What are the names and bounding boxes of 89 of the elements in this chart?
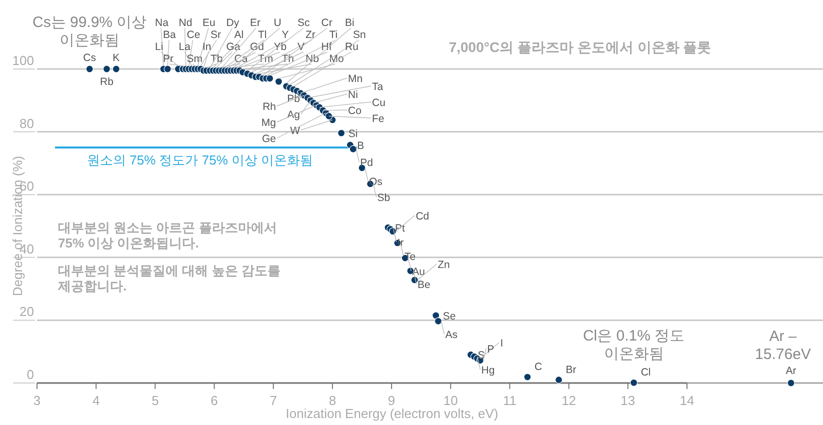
x-tick-label: 10 <box>443 393 458 408</box>
annotation: I <box>500 338 504 350</box>
annotation: Bi <box>345 17 354 29</box>
ref-line-label: 원소의 75% 정도가 75% 이상 이온화됨 <box>87 152 314 168</box>
annotation: B <box>357 140 364 152</box>
annotation: Sc <box>298 17 310 29</box>
annotation: Ge <box>262 133 276 145</box>
annotation: 대부분의 분석물질에 대해 높은 감도를 제공합니다. <box>57 263 280 294</box>
annotation: P <box>487 343 494 356</box>
annotation: Pr <box>163 53 174 65</box>
x-tick-label: 7 <box>270 393 277 408</box>
annotation: Rb <box>100 76 114 88</box>
annotation: Hf <box>321 41 332 53</box>
annotation: Pb <box>287 93 300 105</box>
x-tick-label: 11 <box>502 393 516 408</box>
annotation: Ga <box>226 41 240 53</box>
annotation: 대부분의 원소는 아르곤 플라즈마에서 75% 이상 이온화됩니다. <box>58 220 277 251</box>
annotation: Si <box>348 128 358 140</box>
annotation: Ar – 15.76eV <box>755 328 811 363</box>
annotation: Cr <box>321 17 333 29</box>
annotation: Sr <box>210 29 222 41</box>
annotation: Br <box>566 364 577 376</box>
annotation: Se <box>442 310 456 322</box>
annotation: K <box>112 52 120 64</box>
annotation: Ti <box>329 29 338 41</box>
y-tick-label: 0 <box>26 367 34 382</box>
annotation: Co <box>348 105 362 117</box>
annotation: Sb <box>377 192 390 204</box>
annotation: Ar <box>786 365 797 377</box>
x-tick-label: 12 <box>562 393 576 408</box>
annotation: Ce <box>186 29 200 41</box>
annotation: Tb <box>210 53 223 65</box>
annotation: Gd <box>250 41 264 53</box>
annotation: Dy <box>226 17 240 29</box>
annotation: Er <box>250 17 262 29</box>
y-tick-label: 100 <box>12 53 34 68</box>
x-tick-label: 6 <box>210 393 218 408</box>
annotation: Hg <box>481 364 495 377</box>
annotation: In <box>202 41 212 53</box>
x-tick-label: 9 <box>388 393 396 408</box>
x-tick-label: 14 <box>680 393 694 408</box>
annotation: Ba <box>163 29 176 41</box>
annotation: Cd <box>416 210 430 222</box>
annotation: Y <box>282 29 289 41</box>
annotation: Nd <box>178 17 192 29</box>
x-tick-label: 4 <box>92 393 100 408</box>
annotation: Mg <box>261 117 276 129</box>
annotation: Sm <box>186 53 203 65</box>
annotation: Zn <box>438 259 450 272</box>
annotation: Pt <box>395 222 406 235</box>
annotation: Cs <box>83 52 96 64</box>
annotation: Ni <box>348 89 358 101</box>
annotation: Eu <box>202 17 216 29</box>
annotation: Zr <box>306 29 316 41</box>
annotation: Rh <box>262 101 276 113</box>
chart-title: 7,000°C의 플라즈마 온도에서 이온화 플롯 <box>448 39 712 55</box>
x-tick-label: 5 <box>152 393 159 408</box>
annotation: Mo <box>329 53 344 65</box>
annotation: Tl <box>258 29 267 41</box>
annotation: Li <box>155 41 164 53</box>
y-tick-label: 80 <box>20 116 34 131</box>
annotation: C <box>534 361 542 374</box>
annotation: Al <box>234 29 244 41</box>
annotation: W <box>290 125 300 137</box>
annotation: Ru <box>345 41 359 53</box>
annotation: Ta <box>372 81 384 93</box>
annotation: Mn <box>348 73 363 85</box>
annotation: La <box>178 41 191 53</box>
x-tick-label: 13 <box>620 393 636 408</box>
annotation: V <box>298 41 305 53</box>
annotation: Au <box>412 266 426 278</box>
x-tick-label: 8 <box>328 393 336 408</box>
x-axis-title: Ionization Energy (electron volts, eV) <box>286 406 498 421</box>
annotation: U <box>274 17 282 29</box>
annotation: Os <box>369 176 382 188</box>
annotation: Be <box>417 278 430 291</box>
annotation: Ag <box>287 109 300 121</box>
annotation: Sn <box>353 29 366 41</box>
annotation: Cl <box>640 366 651 379</box>
annotation: Fe <box>372 113 384 125</box>
annotation: Cl은 0.1% 정도 이온화됨 <box>582 328 685 363</box>
annotation: Cs는 99.9% 이상 이온화됨 <box>32 14 147 49</box>
annotation: Na <box>155 17 169 29</box>
annotation: As <box>445 329 458 342</box>
annotation: Pd <box>360 157 374 170</box>
x-tick-label: 3 <box>33 393 41 408</box>
annotation: Yb <box>274 41 287 53</box>
y-tick-label: 20 <box>20 304 34 320</box>
annotation: Cu <box>372 97 386 109</box>
